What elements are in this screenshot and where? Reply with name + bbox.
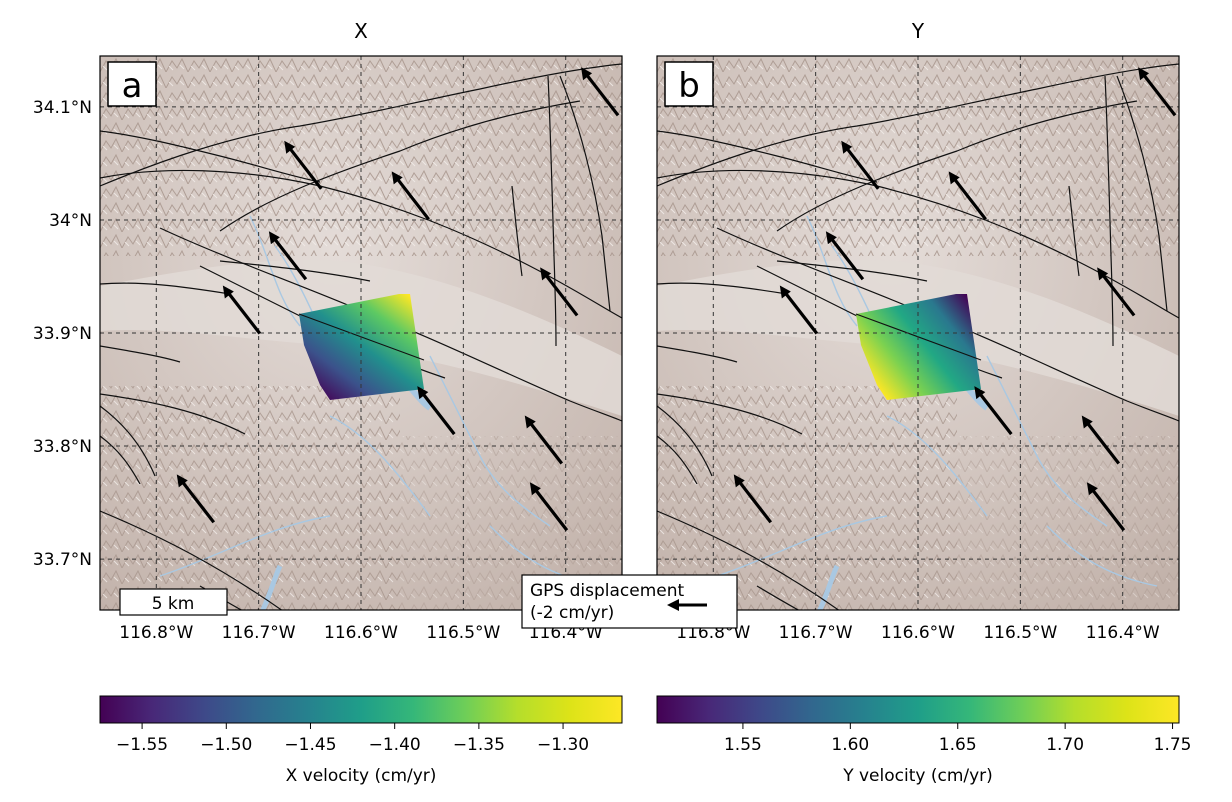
gps-arrow bbox=[1081, 415, 1121, 465]
colorbar-a-gradient bbox=[99, 695, 623, 724]
colorbar-a-label: X velocity (cm/yr) bbox=[286, 766, 437, 786]
gps-arrow bbox=[1097, 267, 1136, 317]
gps-arrow bbox=[779, 285, 819, 335]
colorbar-tick-label: −1.30 bbox=[537, 735, 589, 755]
panel-a-frame bbox=[99, 55, 623, 611]
gps-arrow bbox=[529, 482, 569, 532]
lon-tick-label: 116.5°W bbox=[426, 623, 500, 643]
panel-b-lon-tick-labels: 116.8°W 116.7°W 116.6°W 116.5°W 116.4°W bbox=[676, 623, 1160, 643]
lat-tick-label: 34.1°N bbox=[33, 98, 92, 118]
lon-tick-label: 116.6°W bbox=[881, 623, 955, 643]
gps-arrow bbox=[581, 67, 620, 117]
lon-tick-label: 116.7°W bbox=[222, 623, 296, 643]
panel-a-label-box: a bbox=[107, 61, 157, 107]
panel-a-gridlines bbox=[100, 56, 622, 610]
colorbar-b: 1.55 1.60 1.65 1.70 1.75 Y velocity (cm/yr) bbox=[656, 695, 1191, 786]
gps-arrow bbox=[540, 267, 579, 317]
colorbar-tick-label: 1.65 bbox=[939, 735, 977, 755]
gps-arrow bbox=[176, 474, 216, 524]
panel-b: Y b 116.8°W 116.7°W 116.6°W 116.5°W 116.4°W bbox=[656, 19, 1180, 643]
colorbar-tick-label: 1.55 bbox=[724, 735, 762, 755]
panel-b-gps-arrows bbox=[733, 67, 1177, 532]
colorbar-tick-label: −1.45 bbox=[284, 735, 336, 755]
gps-arrow bbox=[948, 171, 987, 221]
gps-arrow bbox=[222, 285, 262, 335]
panel-a-title: X bbox=[354, 19, 368, 43]
lon-tick-label: 116.8°W bbox=[119, 623, 193, 643]
lon-tick-label: 116.4°W bbox=[1086, 623, 1160, 643]
colorbar-tick-label: −1.55 bbox=[116, 735, 168, 755]
colorbar-tick-label: −1.35 bbox=[453, 735, 505, 755]
gps-arrow bbox=[1138, 67, 1177, 117]
gps-arrow bbox=[733, 474, 773, 524]
panel-b-frame bbox=[656, 55, 1180, 611]
panel-a: X a 5 km 34.1°N 34°N 33.9°N 33.8°N 33.7°N 11… bbox=[33, 19, 623, 643]
gps-arrow bbox=[524, 415, 564, 465]
gps-legend-title: GPS displacement bbox=[530, 581, 685, 601]
colorbar-a-ticks: −1.55 −1.50 −1.45 −1.40 −1.35 −1.30 bbox=[116, 723, 589, 755]
panel-b-label: b bbox=[678, 66, 700, 106]
lat-tick-label: 34°N bbox=[49, 211, 92, 231]
panel-a-map bbox=[100, 56, 622, 610]
panel-a-gps-arrows bbox=[176, 67, 620, 532]
gps-arrow bbox=[1086, 482, 1126, 532]
panel-a-label: a bbox=[122, 66, 143, 106]
gps-arrow bbox=[417, 386, 456, 436]
colorbar-tick-label: 1.70 bbox=[1046, 735, 1084, 755]
lat-tick-label: 33.9°N bbox=[33, 324, 92, 344]
scale-bar-label: 5 km bbox=[152, 594, 195, 614]
lat-tick-labels: 34.1°N 34°N 33.9°N 33.8°N 33.7°N bbox=[33, 98, 92, 570]
lat-tick-label: 33.7°N bbox=[33, 550, 92, 570]
scale-bar: 5 km bbox=[119, 588, 228, 616]
colorbar-b-gradient bbox=[656, 695, 1180, 724]
gps-arrow bbox=[974, 386, 1013, 436]
panel-b-title: Y bbox=[911, 19, 925, 43]
gps-arrow bbox=[841, 140, 880, 190]
colorbar-tick-label: −1.40 bbox=[369, 735, 421, 755]
colorbar-tick-label: −1.50 bbox=[200, 735, 252, 755]
colorbar-tick-label: 1.60 bbox=[831, 735, 869, 755]
colorbar-b-ticks: 1.55 1.60 1.65 1.70 1.75 bbox=[724, 723, 1191, 755]
lat-tick-label: 33.8°N bbox=[33, 437, 92, 457]
gps-arrow bbox=[268, 231, 308, 281]
panel-b-map bbox=[657, 56, 1179, 610]
panel-b-label-box: b bbox=[664, 61, 714, 107]
gps-arrow bbox=[825, 231, 865, 281]
colorbar-a: −1.55 −1.50 −1.45 −1.40 −1.35 −1.30 X velocit… bbox=[99, 695, 623, 786]
gps-legend: GPS displacement (-2 cm/yr) bbox=[521, 574, 738, 629]
lon-tick-label: 116.5°W bbox=[983, 623, 1057, 643]
colorbar-b-label: Y velocity (cm/yr) bbox=[842, 766, 993, 786]
lon-tick-label: 116.7°W bbox=[779, 623, 853, 643]
gps-legend-scale: (-2 cm/yr) bbox=[530, 603, 614, 623]
gps-arrow bbox=[391, 171, 430, 221]
panel-b-gridlines bbox=[657, 56, 1179, 610]
lon-tick-label: 116.6°W bbox=[324, 623, 398, 643]
gps-arrow bbox=[284, 140, 323, 190]
colorbar-tick-label: 1.75 bbox=[1154, 735, 1192, 755]
